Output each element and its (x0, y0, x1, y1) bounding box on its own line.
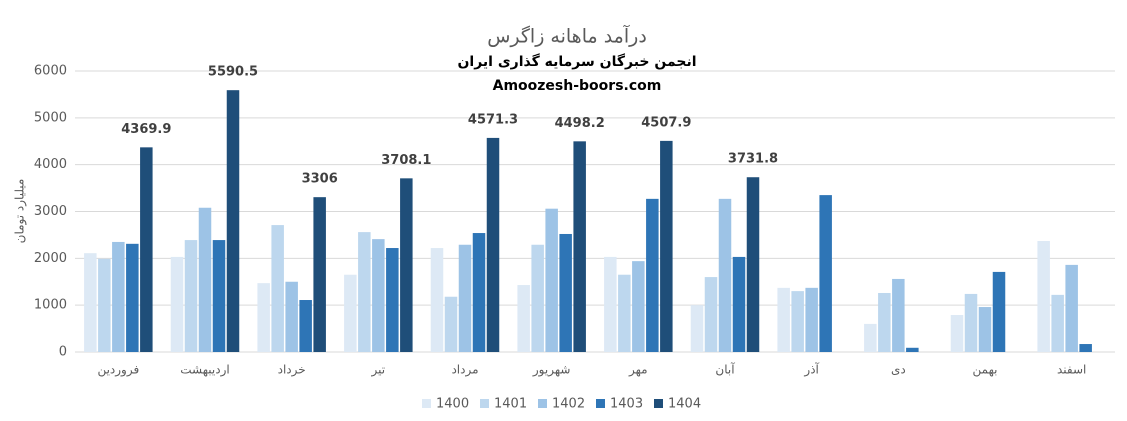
bar (313, 197, 326, 352)
bar (517, 285, 530, 352)
y-tick-label: 1000 (34, 298, 67, 313)
bar (559, 233, 572, 352)
x-tick-label: تیر (371, 363, 386, 378)
subtitle: Amoozesh-boors.com (493, 78, 662, 94)
bar (112, 241, 125, 352)
x-tick-label: اردیبهشت (180, 363, 229, 378)
y-tick-label: 0 (59, 345, 67, 360)
bar (805, 287, 818, 352)
legend-swatch (596, 399, 605, 408)
data-label: 3306 (302, 172, 338, 187)
bar (819, 195, 832, 352)
bar (978, 307, 992, 352)
chart-title: درآمد ماهانه زاگرس (487, 24, 647, 48)
bar (140, 147, 153, 352)
legend-label: 1403 (610, 397, 643, 412)
bar (1037, 241, 1050, 352)
data-label: 3708.1 (381, 153, 431, 168)
bar (1065, 264, 1078, 352)
bar (531, 244, 544, 352)
bar (257, 283, 270, 352)
bar (646, 198, 659, 352)
bar (358, 232, 371, 352)
bar (950, 315, 964, 352)
bar (400, 178, 413, 352)
y-tick-label: 2000 (34, 251, 67, 266)
bar (212, 240, 226, 352)
bar (660, 140, 673, 352)
bar (777, 287, 790, 352)
bar (718, 198, 732, 352)
bar (184, 240, 198, 352)
bar (791, 291, 804, 352)
bar (690, 305, 704, 352)
data-label: 4571.3 (468, 112, 518, 127)
x-tick-label: فروردین (97, 363, 139, 378)
bar (386, 248, 399, 352)
bar (430, 248, 444, 352)
data-label: 5590.5 (208, 65, 258, 80)
bar (285, 281, 298, 352)
data-label: 4498.2 (555, 116, 605, 131)
bar (573, 141, 586, 352)
x-tick-label: آذر (803, 362, 819, 378)
bar (632, 261, 645, 352)
y-axis-label: میلیارد تومان (13, 179, 28, 244)
bar (964, 293, 978, 352)
data-label: 4369.9 (121, 122, 171, 137)
bar (892, 278, 905, 352)
x-tick-label: خرداد (278, 363, 306, 378)
bar (271, 225, 284, 352)
bar (486, 137, 500, 352)
bar (299, 300, 312, 352)
x-tick-label: بهمن (973, 363, 998, 378)
subtitle: انجمن خبرگان سرمایه گذاری ایران (457, 53, 696, 70)
y-tick-label: 5000 (34, 110, 67, 125)
x-tick-label: مهر (628, 363, 648, 378)
bar (126, 243, 139, 352)
bar (992, 271, 1006, 352)
bar (618, 274, 631, 352)
legend-swatch (422, 399, 431, 408)
legend-swatch (654, 399, 663, 408)
y-tick-label: 6000 (34, 64, 67, 79)
bar (458, 244, 472, 352)
bar (704, 277, 718, 352)
bar (878, 292, 891, 352)
x-tick-label: اسفند (1057, 363, 1086, 377)
bar (170, 256, 184, 352)
bar (864, 323, 877, 352)
bar (444, 296, 458, 352)
bar (372, 239, 385, 352)
x-tick-label: آبان (715, 362, 735, 377)
x-tick-label: شهریور (532, 363, 571, 378)
data-label: 4507.9 (641, 115, 691, 130)
bar (472, 233, 486, 352)
legend-label: 1401 (494, 397, 527, 412)
bar (732, 256, 746, 352)
bar (1051, 294, 1064, 352)
bar (545, 208, 558, 352)
y-tick-label: 3000 (34, 204, 67, 219)
legend-swatch (538, 399, 547, 408)
bar (604, 256, 617, 352)
x-tick-label: دی (891, 363, 906, 377)
x-tick-label: مرداد (451, 363, 478, 378)
bar (98, 258, 111, 352)
legend-label: 1400 (436, 397, 469, 412)
y-tick-label: 4000 (34, 157, 67, 172)
bar (226, 90, 240, 352)
bar (1079, 344, 1092, 352)
bar (84, 253, 97, 352)
bar (746, 177, 760, 352)
bar (906, 347, 919, 352)
data-label: 3731.8 (728, 152, 778, 167)
legend-swatch (480, 399, 489, 408)
legend-label: 1404 (668, 397, 701, 412)
legend-label: 1402 (552, 397, 585, 412)
bar (198, 207, 212, 352)
bar (344, 274, 357, 352)
